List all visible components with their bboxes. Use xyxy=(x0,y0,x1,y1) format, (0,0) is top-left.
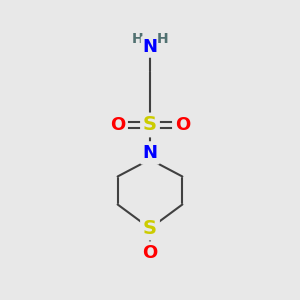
Text: H: H xyxy=(157,32,168,46)
Text: N: N xyxy=(142,38,158,56)
Text: H: H xyxy=(132,32,143,46)
Text: N: N xyxy=(142,144,158,162)
Text: S: S xyxy=(143,116,157,134)
Text: O: O xyxy=(110,116,125,134)
Text: O: O xyxy=(175,116,190,134)
Text: O: O xyxy=(142,244,158,262)
Text: S: S xyxy=(143,218,157,238)
